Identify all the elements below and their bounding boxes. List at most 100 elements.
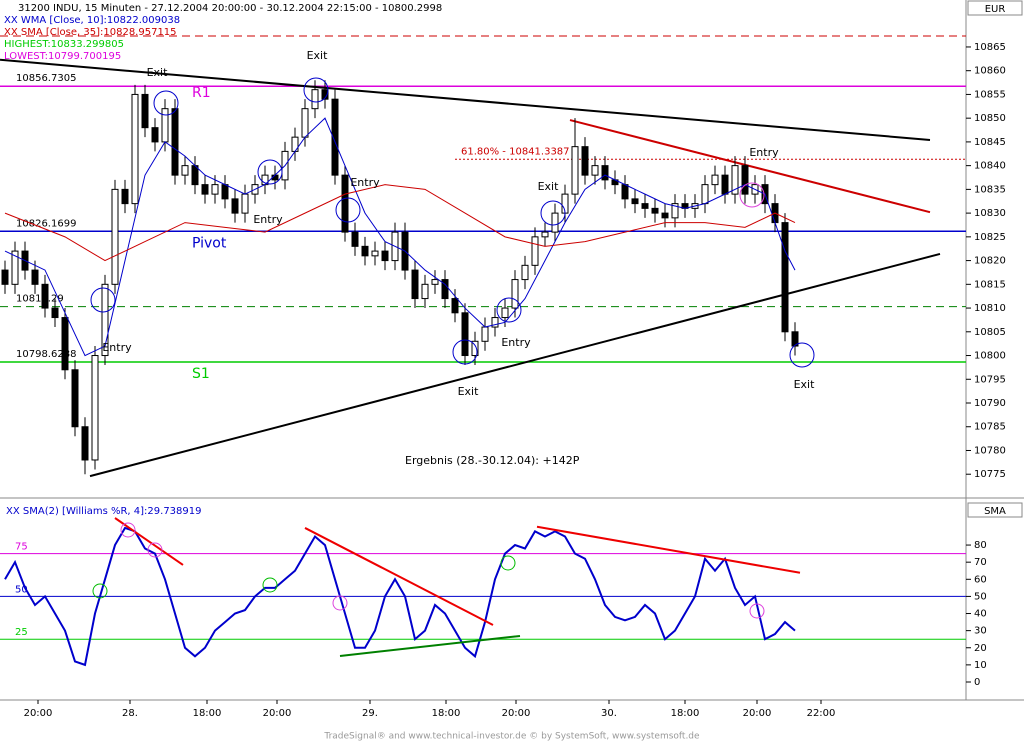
candle-body [221, 184, 229, 200]
candle-body [131, 93, 139, 205]
indicator-title: XX SMA(2) [Williams %R, 4]:29.738919 [6, 506, 202, 517]
result-text: Ergebnis (28.-30.12.04): +142P [405, 454, 580, 467]
header-text: 31200 INDU, 15 Minuten - 27.12.2004 20:0… [18, 3, 442, 14]
signal-circle [120, 522, 136, 538]
y-tick-label: 10815 [974, 279, 1006, 290]
candle-body [701, 184, 709, 205]
footer: TradeSignal® and www.technical-investor.… [323, 732, 700, 742]
y-tick-label: 10790 [974, 398, 1006, 409]
candle-body [471, 340, 479, 357]
header-text: HIGHEST:10833.299805 [4, 39, 124, 50]
level-label: 10798.6288 [16, 349, 76, 360]
y-tick-label: 10785 [974, 422, 1006, 433]
candle-body [381, 250, 389, 262]
level-tag: S1 [192, 366, 210, 382]
y-tick-label: 50 [974, 591, 987, 602]
x-tick-label: 18:00 [671, 708, 700, 719]
y-tick-label: 0 [974, 677, 980, 688]
candle-body [191, 165, 199, 186]
x-tick-label: 20:00 [24, 708, 53, 719]
candle-body [581, 146, 589, 176]
candle-body [651, 207, 659, 214]
candle-body [591, 165, 599, 176]
trendline [89, 252, 941, 478]
candle-body [781, 222, 789, 333]
candle-body [791, 331, 799, 347]
annotation: Exit [538, 180, 560, 193]
signal-circle [335, 197, 361, 223]
y-tick-label: 10810 [974, 303, 1006, 314]
candle-body [641, 203, 649, 209]
y-tick-label: 10835 [974, 184, 1006, 195]
annotation: Exit [147, 66, 169, 79]
level-label: 10856.7305 [16, 73, 76, 84]
candle-body [301, 108, 309, 138]
y-tick-label: 70 [974, 557, 987, 568]
y-tick-label: 10830 [974, 208, 1006, 219]
y-tick-label: 80 [974, 540, 987, 551]
signal-circle [262, 577, 278, 593]
annotation: Exit [794, 378, 816, 391]
candle-body [181, 165, 189, 176]
candle-body [731, 165, 739, 195]
candle-body [71, 369, 79, 428]
indicator-trendline [339, 634, 521, 657]
candle-body [361, 245, 369, 257]
candle-body [601, 165, 609, 181]
indicator-level-label: 50 [15, 584, 28, 595]
y-tick-label: 10850 [974, 113, 1006, 124]
y-tick-label: 60 [974, 574, 987, 585]
candle-body [31, 269, 39, 285]
indicator-axis-label: SMA [984, 506, 1006, 517]
y-tick-label: 10 [974, 660, 987, 671]
candle-body [541, 231, 549, 238]
y-tick-label: 10845 [974, 137, 1006, 148]
candle-body [521, 264, 529, 281]
signal-circle [92, 583, 108, 599]
candle-body [121, 188, 129, 205]
x-tick-label: 28. [122, 708, 138, 719]
y-tick-label: 10775 [974, 469, 1006, 480]
indicator-level-label: 75 [15, 542, 28, 553]
candle-body [201, 184, 209, 195]
annotation: Entry [501, 336, 531, 349]
signal-circle [303, 77, 329, 103]
annotation: Entry [749, 146, 779, 159]
candle-body [621, 184, 629, 200]
candle-body [321, 89, 329, 100]
indicator-level-label: 25 [15, 627, 28, 638]
candle-body [531, 236, 539, 266]
header-text: LOWEST:10799.700195 [4, 51, 121, 62]
candle-body [461, 312, 469, 357]
candle-body [331, 98, 339, 176]
level-label: 10810.29 [16, 294, 64, 305]
candle-body [111, 188, 119, 285]
candle-body [491, 317, 499, 328]
header-text: XX SMA [Close, 35]:10828.957115 [4, 27, 177, 38]
indicator-axis-box [967, 502, 1023, 518]
currency-box [967, 0, 1023, 16]
moving-average [4, 117, 796, 357]
candle-body [51, 307, 59, 319]
indicator-line [4, 526, 796, 667]
candle-body [341, 174, 349, 233]
signal-circle [500, 555, 516, 571]
y-tick-label: 10800 [974, 351, 1006, 362]
candle-body [11, 250, 19, 285]
candle-body [81, 426, 89, 461]
y-tick-label: 10820 [974, 256, 1006, 267]
annotation: Entry [102, 341, 132, 354]
candle-body [91, 355, 99, 461]
indicator-trendline [304, 527, 494, 626]
candle-body [311, 89, 319, 110]
candle-body [371, 250, 379, 257]
candle-body [41, 283, 49, 309]
candle-body [571, 146, 579, 195]
candle-body [421, 283, 429, 300]
candle-body [631, 198, 639, 205]
candle-body [351, 231, 359, 247]
signal-circle [257, 159, 283, 185]
candle-body [161, 108, 169, 143]
